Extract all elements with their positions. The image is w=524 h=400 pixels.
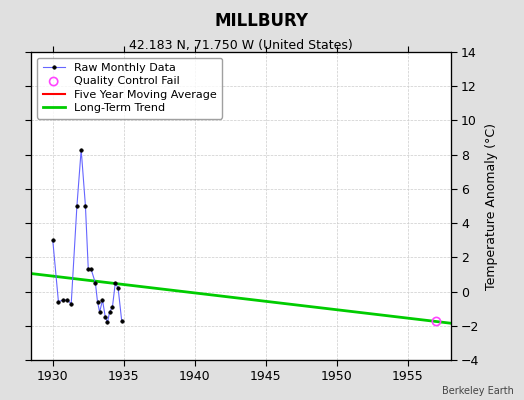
Raw Monthly Data [82,204,89,208]
Raw Monthly Data [74,204,80,208]
Raw Monthly Data [56,300,62,304]
Raw Monthly Data [50,238,56,243]
Raw Monthly Data [112,281,118,286]
Title: 42.183 N, 71.750 W (United States): 42.183 N, 71.750 W (United States) [129,39,353,52]
Text: Berkeley Earth: Berkeley Earth [442,386,514,396]
Raw Monthly Data [110,304,116,309]
Line: Raw Monthly Data: Raw Monthly Data [51,148,124,324]
Raw Monthly Data [88,267,94,272]
Raw Monthly Data [104,320,111,325]
Raw Monthly Data [85,267,91,272]
Raw Monthly Data [68,301,74,306]
Quality Control Fail [432,318,441,325]
Raw Monthly Data [60,298,66,302]
Raw Monthly Data [118,318,125,323]
Raw Monthly Data [64,298,70,302]
Y-axis label: Temperature Anomaly (°C): Temperature Anomaly (°C) [485,122,498,290]
Raw Monthly Data [106,310,113,314]
Legend: Raw Monthly Data, Quality Control Fail, Five Year Moving Average, Long-Term Tren: Raw Monthly Data, Quality Control Fail, … [37,58,222,119]
Raw Monthly Data [94,300,101,304]
Raw Monthly Data [115,286,121,290]
Raw Monthly Data [78,147,84,152]
Raw Monthly Data [102,315,108,320]
Raw Monthly Data [96,310,103,314]
Raw Monthly Data [100,298,106,302]
Text: MILLBURY: MILLBURY [215,12,309,30]
Raw Monthly Data [92,281,99,286]
